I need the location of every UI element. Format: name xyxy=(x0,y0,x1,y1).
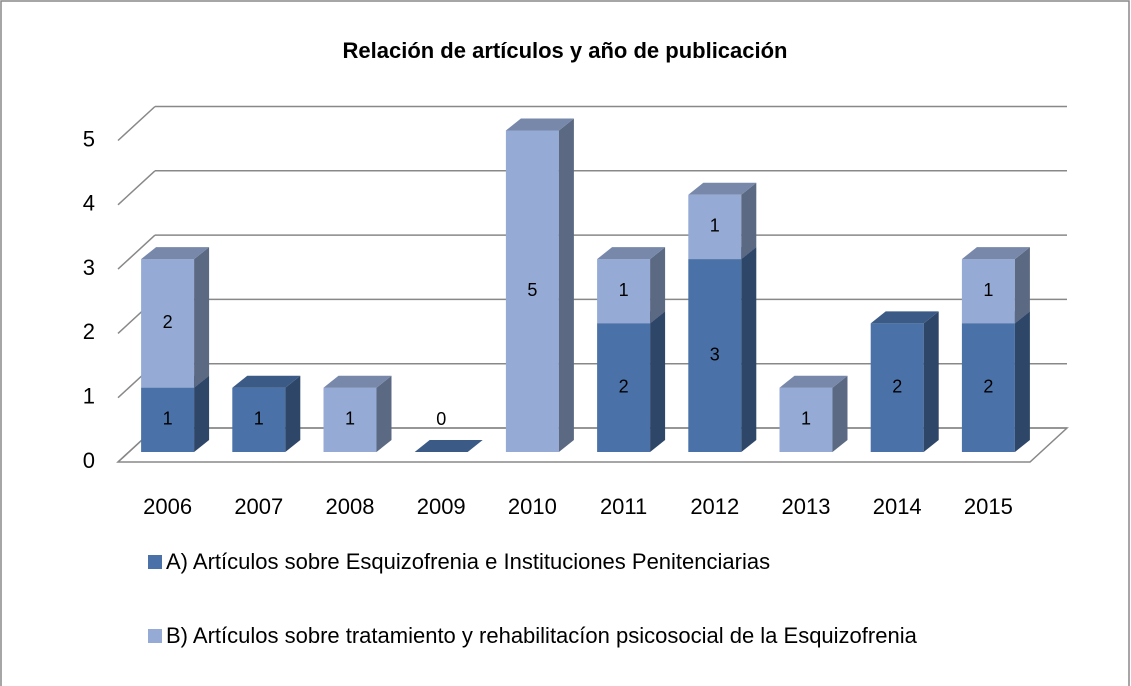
bar-side xyxy=(376,375,392,452)
bar-front xyxy=(779,387,833,452)
bar-side xyxy=(1014,247,1030,324)
bar-top xyxy=(505,118,574,131)
x-tick-label: 2012 xyxy=(690,494,739,519)
bar-top xyxy=(232,375,301,388)
bar-top xyxy=(688,182,757,195)
x-tick-label: 2007 xyxy=(234,494,283,519)
data-label: 1 xyxy=(619,280,629,300)
bar-side xyxy=(194,247,210,388)
x-tick-label: 2014 xyxy=(873,494,922,519)
grid-line xyxy=(117,170,156,206)
y-tick-label: 0 xyxy=(83,448,95,473)
y-tick-label: 3 xyxy=(83,255,95,280)
bar-side xyxy=(832,375,848,452)
legend-item: A) Artículos sobre Esquizofrenia e Insti… xyxy=(148,548,1008,576)
data-label: 5 xyxy=(527,280,537,300)
bar-front xyxy=(323,387,377,452)
bar-front xyxy=(505,130,559,452)
bar-front xyxy=(961,259,1015,324)
bar-top xyxy=(779,375,848,388)
legend-label: B) Artículos sobre tratamiento y rehabil… xyxy=(166,623,917,648)
chart-title: Relación de artículos y año de publicaci… xyxy=(343,38,788,63)
bar-side xyxy=(741,182,757,260)
data-label: 1 xyxy=(254,409,264,429)
bar-side xyxy=(923,311,939,452)
bar-top xyxy=(323,375,392,388)
bar-front xyxy=(232,387,286,452)
y-tick-label: 5 xyxy=(83,126,95,151)
y-tick-label: 1 xyxy=(83,384,95,409)
data-label: 0 xyxy=(436,409,446,429)
bar-front xyxy=(597,259,651,324)
bar-side xyxy=(741,247,757,452)
legend-swatch xyxy=(148,555,162,569)
data-label: 1 xyxy=(801,409,811,429)
bar-front xyxy=(597,323,651,452)
bar-top xyxy=(870,311,939,324)
bar-top xyxy=(141,247,210,260)
grid-line xyxy=(117,234,156,270)
bar-side xyxy=(558,118,574,452)
bar-front xyxy=(961,323,1015,452)
bar-side xyxy=(650,311,666,452)
bar-top xyxy=(414,440,483,452)
data-label: 3 xyxy=(710,344,720,364)
bar-top xyxy=(961,247,1030,260)
bar-front xyxy=(141,387,195,452)
bar-top xyxy=(597,247,666,260)
x-tick-label: 2015 xyxy=(964,494,1013,519)
x-tick-label: 2011 xyxy=(600,494,647,519)
bar-front xyxy=(870,323,924,452)
bar-side xyxy=(650,247,666,324)
data-label: 2 xyxy=(619,376,629,396)
legend-label: A) Artículos sobre Esquizofrenia e Insti… xyxy=(166,549,771,574)
legend-swatch xyxy=(148,629,162,643)
x-tick-label: 2013 xyxy=(782,494,831,519)
data-label: 2 xyxy=(163,312,173,332)
data-label: 1 xyxy=(163,409,173,429)
data-label: 1 xyxy=(983,280,993,300)
y-tick-label: 2 xyxy=(83,319,95,344)
bar-side xyxy=(194,375,210,452)
x-tick-label: 2009 xyxy=(417,494,466,519)
grid-line xyxy=(117,105,156,142)
data-label: 1 xyxy=(345,409,355,429)
legend-item: B) Artículos sobre tratamiento y rehabil… xyxy=(148,622,1008,650)
bar-front xyxy=(688,259,742,452)
x-tick-label: 2010 xyxy=(508,494,557,519)
bar-front xyxy=(688,194,742,260)
bar-front xyxy=(141,259,195,388)
x-tick-label: 2008 xyxy=(326,494,375,519)
x-tick-label: 2006 xyxy=(143,494,192,519)
data-label: 1 xyxy=(710,216,720,236)
bar-side xyxy=(1014,311,1030,452)
data-label: 2 xyxy=(983,376,993,396)
data-label: 2 xyxy=(892,376,902,396)
bar-side xyxy=(285,375,301,452)
y-tick-label: 4 xyxy=(83,191,95,216)
